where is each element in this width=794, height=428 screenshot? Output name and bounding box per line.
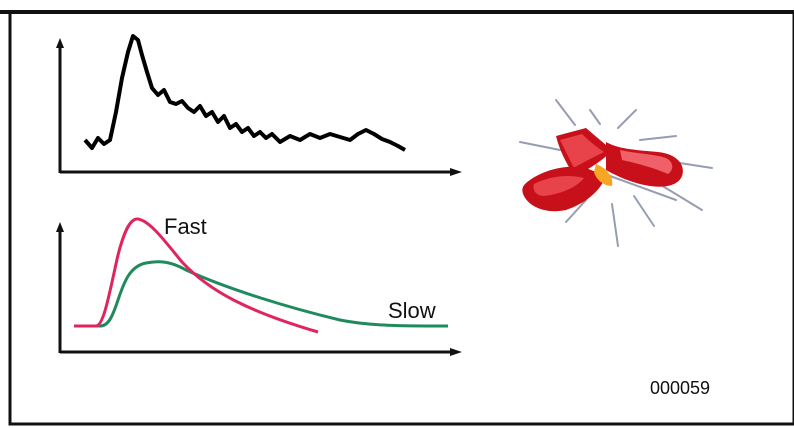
molecule-illustration-icon bbox=[519, 99, 713, 247]
top-chart-y-arrow bbox=[56, 38, 64, 48]
slow-curve bbox=[74, 260, 449, 328]
fast-label: Fast bbox=[164, 214, 207, 239]
top-chart bbox=[56, 34, 462, 176]
figure-id-code: 000059 bbox=[650, 378, 710, 398]
fast-curve bbox=[74, 217, 319, 334]
bottom-chart: Fast Slow bbox=[56, 214, 462, 356]
top-chart-trace bbox=[83, 34, 406, 152]
bottom-chart-x-arrow bbox=[450, 348, 462, 356]
figure-border bbox=[8, 10, 794, 426]
top-chart-x-arrow bbox=[450, 168, 462, 176]
bottom-chart-y-arrow bbox=[56, 222, 64, 232]
slow-label: Slow bbox=[388, 298, 436, 323]
